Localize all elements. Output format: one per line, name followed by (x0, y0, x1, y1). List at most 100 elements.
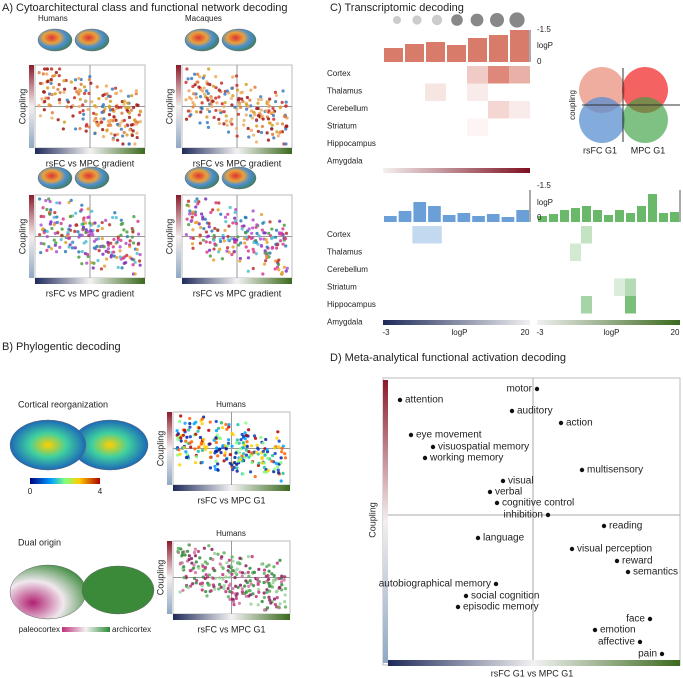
dot (274, 93, 279, 98)
dot (189, 445, 193, 449)
dot (87, 91, 91, 95)
dot (200, 417, 204, 421)
dot (275, 561, 279, 565)
dot (271, 113, 276, 118)
colorbar (167, 412, 172, 485)
dot (281, 471, 285, 475)
dot (127, 243, 132, 247)
dot (260, 457, 264, 461)
dot (127, 115, 132, 120)
dot (211, 558, 215, 562)
dot (128, 128, 132, 132)
dot (253, 474, 257, 479)
dot (81, 117, 85, 121)
bar (659, 213, 668, 222)
dot (44, 198, 48, 203)
dot (192, 422, 196, 426)
dot (282, 578, 286, 582)
dot (264, 259, 268, 263)
dot (260, 114, 264, 118)
dot (123, 124, 127, 129)
panel-title: C) Transcriptomic decoding (330, 2, 464, 14)
dot (225, 123, 229, 127)
dot (198, 94, 203, 99)
dot (231, 75, 235, 79)
dot (252, 240, 256, 245)
dot (236, 235, 240, 239)
dot (181, 433, 185, 437)
dot (127, 142, 131, 146)
brain (74, 28, 110, 52)
dot (213, 587, 217, 591)
dot (278, 585, 282, 589)
dot (218, 247, 222, 251)
dot (105, 92, 109, 96)
dot (265, 131, 269, 135)
dot (201, 569, 205, 573)
dot (241, 472, 245, 476)
dot (90, 100, 94, 104)
dot (235, 567, 239, 571)
dot (271, 578, 276, 582)
dot (198, 233, 202, 237)
dot (193, 83, 197, 87)
dot (217, 121, 221, 126)
dot (199, 225, 203, 230)
dot (235, 438, 239, 442)
dot (203, 444, 207, 449)
label: Coupling (17, 89, 27, 125)
dot (195, 578, 199, 583)
dot (220, 257, 225, 261)
dot (260, 461, 264, 465)
bar (501, 217, 515, 222)
brain (37, 28, 73, 52)
dot (104, 249, 108, 253)
dot (249, 128, 254, 132)
dot (222, 551, 226, 555)
dot (265, 606, 270, 610)
dot (133, 118, 137, 122)
dot (224, 119, 229, 123)
dot (73, 246, 77, 250)
dot (260, 124, 265, 129)
dot (191, 84, 195, 89)
dot (277, 576, 281, 581)
dot (191, 582, 195, 586)
dot (221, 573, 225, 577)
dot (84, 124, 88, 128)
dot (234, 584, 238, 588)
dot (62, 79, 66, 83)
dot (56, 87, 60, 92)
dot (78, 233, 82, 237)
cell (488, 66, 509, 84)
dot (231, 94, 235, 98)
dot (227, 558, 232, 562)
dot (235, 83, 239, 87)
dot (106, 243, 111, 247)
dot (243, 584, 247, 588)
colorbar (176, 195, 181, 278)
dot (251, 226, 255, 230)
dot (238, 556, 242, 560)
dot (230, 122, 234, 126)
dot (64, 240, 68, 245)
dot (132, 215, 136, 219)
dot (266, 456, 270, 461)
dot (81, 109, 85, 113)
dot (190, 242, 195, 246)
dot (223, 453, 227, 457)
dot (208, 466, 212, 470)
dot (38, 233, 42, 237)
dot (205, 120, 209, 125)
dot (203, 576, 207, 581)
dot (212, 233, 216, 238)
dot (207, 221, 211, 226)
dot (69, 105, 73, 109)
dot (112, 254, 116, 258)
dot (67, 236, 72, 240)
dot (62, 87, 67, 91)
dot (182, 576, 186, 580)
dot (270, 453, 275, 458)
label: -3 (536, 328, 544, 337)
dot (116, 237, 121, 242)
